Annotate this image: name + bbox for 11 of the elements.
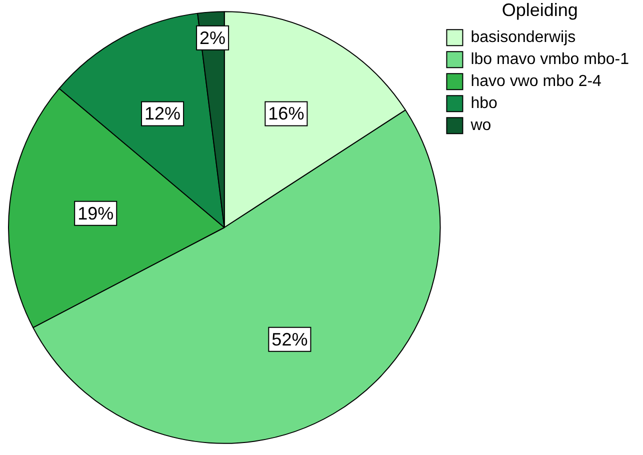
data-label: 12%: [144, 104, 181, 124]
legend-label: hbo: [470, 95, 498, 112]
legend-label: lbo mavo vmbo mbo-1: [470, 51, 630, 68]
data-label: 19%: [78, 203, 114, 224]
legend-title: Opleiding: [502, 0, 578, 20]
legend-label: basisonderwijs: [470, 29, 576, 46]
legend-label: wo: [470, 117, 492, 134]
data-label: 2%: [200, 28, 226, 48]
legend-label: havo vwo mbo 2-4: [470, 73, 602, 90]
data-label: 16%: [268, 104, 304, 124]
data-label: 52%: [272, 329, 308, 350]
